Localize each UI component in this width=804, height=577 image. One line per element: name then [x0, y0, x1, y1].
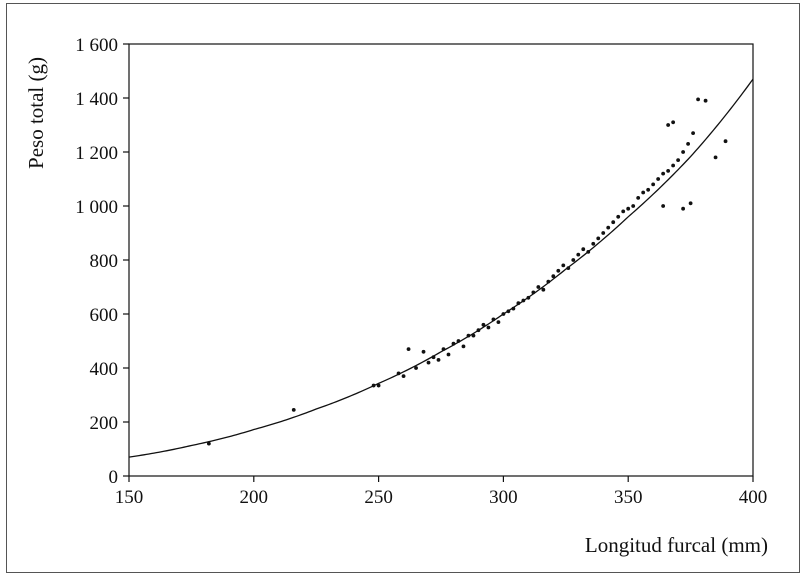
x-tick-label: 350: [614, 487, 643, 508]
data-point: [561, 263, 566, 268]
y-tick-label: 600: [90, 305, 119, 326]
data-point: [426, 360, 431, 365]
plot-area: [128, 43, 754, 477]
data-points: [206, 97, 728, 446]
data-point: [626, 206, 631, 211]
data-point: [526, 295, 531, 300]
data-point: [576, 252, 581, 257]
x-axis-title: Longitud furcal (mm): [585, 533, 768, 557]
x-tick-label: 300: [489, 487, 518, 508]
data-point: [536, 285, 541, 289]
data-point: [421, 349, 426, 354]
data-point: [291, 407, 296, 412]
data-point: [616, 214, 621, 219]
data-point: [621, 209, 626, 214]
data-point: [516, 301, 521, 306]
data-point: [611, 220, 616, 225]
data-point: [676, 158, 681, 163]
data-point: [606, 225, 611, 230]
y-tick-label: 1 000: [75, 197, 118, 218]
data-point: [371, 383, 376, 388]
data-point: [723, 139, 728, 144]
data-point: [521, 298, 526, 303]
x-tick-label: 250: [364, 487, 393, 508]
data-point: [541, 287, 546, 292]
data-point: [591, 241, 596, 246]
data-point: [466, 333, 471, 338]
data-point: [656, 177, 661, 181]
data-point: [703, 98, 708, 103]
x-tick-label: 150: [115, 487, 144, 508]
data-point: [551, 274, 556, 279]
y-tick-label: 400: [90, 359, 119, 380]
chart-frame: [6, 3, 800, 573]
data-point: [713, 155, 718, 160]
data-point: [501, 312, 506, 316]
data-point: [651, 182, 656, 187]
data-point: [671, 163, 676, 168]
data-point: [206, 441, 211, 446]
y-axis-title: Peso total (g): [24, 57, 48, 169]
data-point: [641, 190, 646, 195]
data-point: [636, 196, 641, 200]
data-point: [511, 306, 516, 311]
data-point: [571, 258, 576, 262]
y-tick-label: 200: [90, 413, 119, 434]
data-point: [401, 374, 406, 378]
data-point: [646, 187, 651, 192]
data-point: [451, 341, 456, 346]
y-tick-label: 1 400: [75, 89, 118, 110]
data-point: [586, 250, 591, 254]
data-point: [596, 236, 601, 241]
data-point: [661, 171, 666, 176]
data-point: [441, 347, 446, 351]
data-point: [631, 204, 636, 208]
data-point: [666, 123, 671, 127]
data-point: [414, 366, 418, 370]
data-point: [446, 352, 451, 357]
data-point: [696, 97, 700, 102]
y-tick-label: 800: [90, 251, 119, 272]
y-tick-label: 1 200: [75, 143, 118, 164]
data-point: [481, 322, 486, 327]
x-tick-label: 200: [240, 487, 269, 508]
data-point: [531, 290, 536, 295]
data-point: [376, 383, 381, 388]
data-point: [566, 266, 571, 270]
data-point: [486, 325, 491, 330]
data-point: [496, 320, 501, 324]
data-point: [688, 201, 693, 206]
y-tick-label: 1 600: [75, 35, 118, 56]
data-point: [491, 317, 496, 322]
data-point: [681, 150, 686, 154]
x-tick-label: 400: [739, 487, 768, 508]
data-point: [406, 347, 411, 351]
y-axis-ticks: 0 200 400 600 800 1 000 1 200 1 400 1 600: [75, 35, 129, 488]
data-point: [556, 268, 561, 273]
y-tick-label: 0: [109, 467, 119, 488]
data-point: [546, 279, 551, 284]
data-point: [686, 142, 690, 146]
data-point: [431, 355, 436, 360]
x-axis-ticks: 150 200 250 300 350 400: [115, 476, 768, 508]
data-point: [691, 131, 695, 136]
data-point: [681, 206, 686, 211]
data-point: [506, 309, 511, 314]
data-point: [671, 120, 676, 125]
data-point: [396, 371, 401, 376]
data-point: [471, 333, 476, 338]
data-point: [476, 328, 481, 333]
data-point: [601, 231, 606, 235]
data-point: [581, 247, 586, 252]
data-point: [666, 169, 671, 173]
fit-curve: [128, 78, 754, 458]
data-point: [461, 344, 466, 349]
data-point: [456, 339, 461, 343]
data-point: [436, 358, 441, 362]
data-point: [661, 204, 666, 208]
plot-border: [128, 43, 754, 477]
